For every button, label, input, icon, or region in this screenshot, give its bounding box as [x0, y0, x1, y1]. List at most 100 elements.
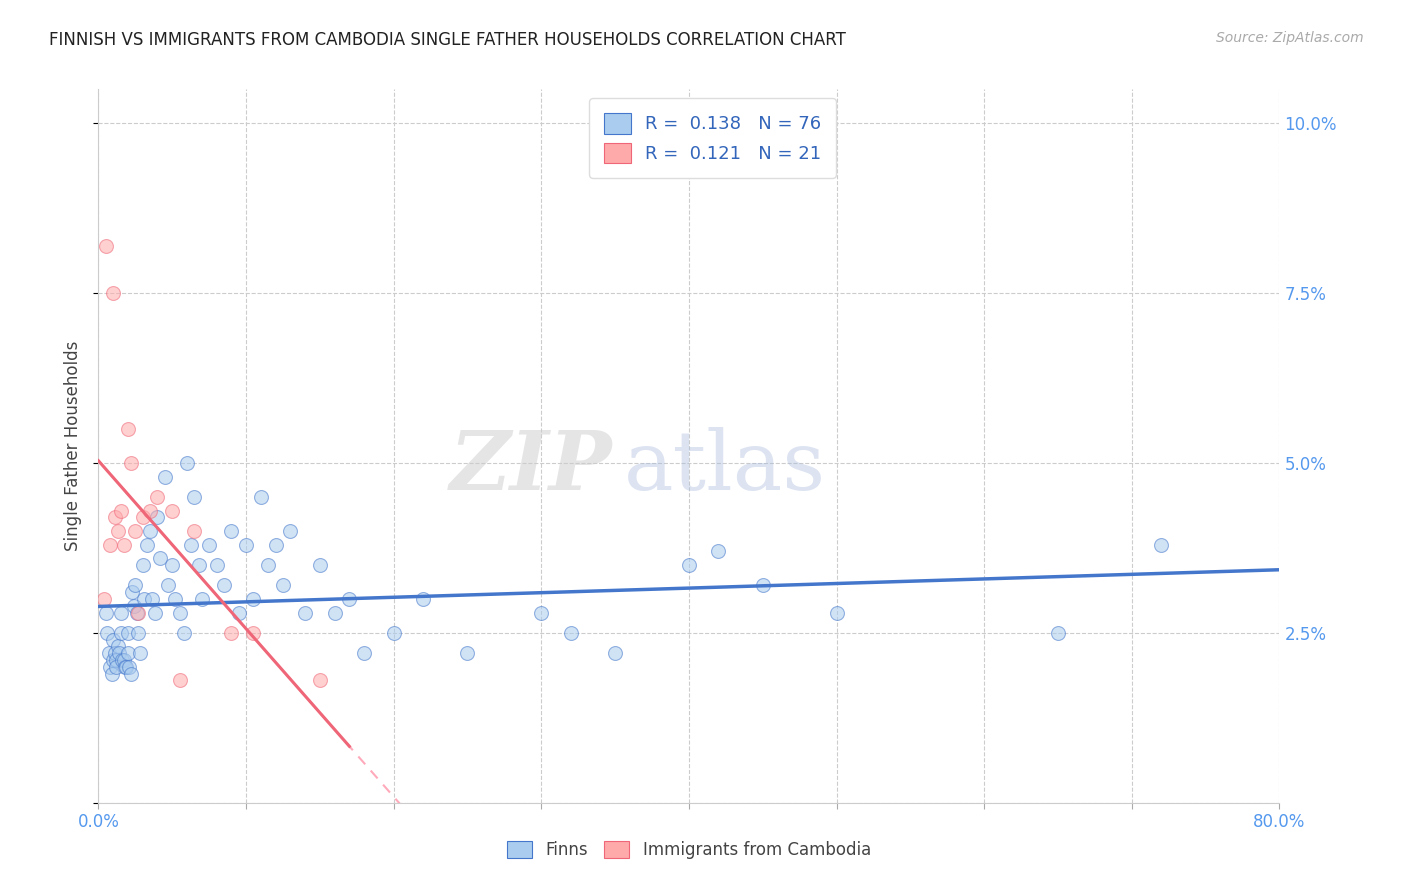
Point — [456, 646, 478, 660]
Point — [128, 646, 150, 660]
Point — [105, 660, 128, 674]
Point — [169, 673, 191, 688]
Point — [121, 585, 143, 599]
Point — [103, 286, 125, 301]
Point — [309, 673, 332, 688]
Point — [139, 503, 162, 517]
Text: atlas: atlas — [624, 427, 827, 508]
Point — [242, 626, 264, 640]
Point — [560, 626, 582, 640]
Point — [105, 653, 128, 667]
Point — [103, 632, 125, 647]
Point — [115, 660, 138, 674]
Point — [122, 599, 145, 613]
Point — [110, 626, 132, 640]
Point — [103, 653, 125, 667]
Point — [120, 666, 142, 681]
Point — [212, 578, 235, 592]
Text: FINNISH VS IMMIGRANTS FROM CAMBODIA SINGLE FATHER HOUSEHOLDS CORRELATION CHART: FINNISH VS IMMIGRANTS FROM CAMBODIA SING… — [49, 31, 846, 49]
Point — [98, 537, 121, 551]
Point — [110, 606, 132, 620]
Point — [339, 591, 360, 606]
Point — [107, 640, 129, 654]
Point — [117, 626, 139, 640]
Point — [104, 646, 127, 660]
Point — [117, 422, 139, 436]
Point — [104, 510, 127, 524]
Point — [707, 544, 730, 558]
Point — [146, 490, 169, 504]
Point — [93, 591, 115, 606]
Point — [143, 606, 166, 620]
Point — [323, 606, 346, 620]
Point — [94, 606, 117, 620]
Point — [235, 537, 257, 551]
Point — [127, 606, 149, 620]
Point — [169, 606, 191, 620]
Y-axis label: Single Father Households: Single Father Households — [65, 341, 83, 551]
Point — [180, 537, 202, 551]
Point — [120, 456, 142, 470]
Point — [165, 591, 187, 606]
Point — [205, 558, 228, 572]
Point — [112, 653, 135, 667]
Point — [382, 626, 405, 640]
Point — [1150, 537, 1173, 551]
Point — [173, 626, 195, 640]
Point — [114, 660, 136, 674]
Point — [162, 503, 183, 517]
Point — [678, 558, 700, 572]
Point — [353, 646, 375, 660]
Point — [219, 524, 242, 538]
Point — [107, 524, 129, 538]
Point — [94, 238, 117, 252]
Point — [198, 537, 221, 551]
Point — [134, 591, 156, 606]
Point — [111, 653, 134, 667]
Point — [112, 537, 135, 551]
Point — [100, 666, 122, 681]
Point — [530, 606, 553, 620]
Point — [97, 646, 120, 660]
Point — [309, 558, 332, 572]
Point — [294, 606, 316, 620]
Point — [228, 606, 250, 620]
Point — [191, 591, 214, 606]
Point — [118, 660, 141, 674]
Point — [98, 660, 121, 674]
Point — [219, 626, 242, 640]
Text: Source: ZipAtlas.com: Source: ZipAtlas.com — [1216, 31, 1364, 45]
Point — [149, 551, 172, 566]
Point — [132, 510, 155, 524]
Point — [124, 578, 146, 592]
Point — [825, 606, 848, 620]
Point — [257, 558, 280, 572]
Point — [242, 591, 264, 606]
Point — [124, 524, 146, 538]
Point — [146, 510, 169, 524]
Point — [278, 524, 302, 538]
Point — [751, 578, 773, 592]
Point — [162, 558, 183, 572]
Point — [250, 490, 273, 504]
Point — [141, 591, 163, 606]
Point — [271, 578, 294, 592]
Point — [153, 469, 176, 483]
Point — [117, 646, 139, 660]
Legend: Finns, Immigrants from Cambodia: Finns, Immigrants from Cambodia — [501, 834, 877, 866]
Point — [127, 626, 149, 640]
Point — [412, 591, 434, 606]
Point — [176, 456, 198, 470]
Text: ZIP: ZIP — [450, 427, 612, 508]
Point — [187, 558, 209, 572]
Point — [1046, 626, 1069, 640]
Point — [156, 578, 179, 592]
Point — [96, 626, 118, 640]
Point — [108, 646, 131, 660]
Point — [605, 646, 627, 660]
Point — [110, 503, 132, 517]
Point — [139, 524, 162, 538]
Point — [136, 537, 159, 551]
Point — [183, 490, 205, 504]
Point — [183, 524, 205, 538]
